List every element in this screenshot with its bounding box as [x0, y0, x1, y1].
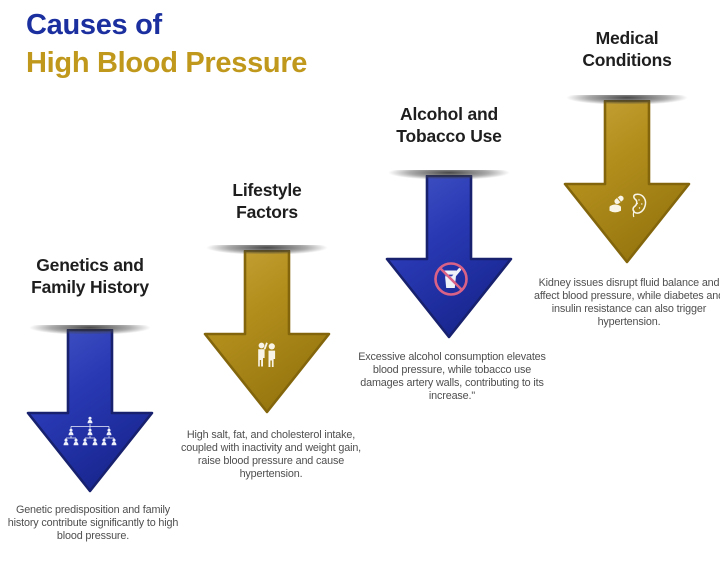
column-heading-genetics: Genetics and Family History — [0, 254, 180, 298]
arrow-top-shadow — [14, 325, 166, 334]
heading-line: Conditions — [582, 50, 672, 70]
no-alcohol-icon — [434, 262, 468, 296]
column-heading-alcohol-tobacco: Alcohol and Tobacco Use — [373, 103, 525, 147]
column-description-genetics: Genetic predisposition and family histor… — [7, 504, 179, 542]
down-arrow-lifestyle — [203, 250, 331, 414]
heading-line: Tobacco Use — [396, 126, 502, 146]
heading-line: Lifestyle — [232, 180, 302, 200]
column-heading-medical: Medical Conditions — [551, 27, 703, 71]
down-arrow-medical — [563, 100, 691, 264]
column-description-alcohol-tobacco: Excessive alcohol consumption elevates b… — [358, 351, 546, 402]
two-people-icon — [258, 342, 276, 367]
family-tree-icon — [63, 416, 117, 446]
down-arrow-genetics — [26, 329, 154, 493]
page-title-line1: Causes of — [26, 9, 162, 41]
heading-line: Alcohol and — [400, 104, 498, 124]
arrow-top-shadow — [191, 245, 343, 254]
heading-line: Family History — [31, 277, 149, 297]
column-description-medical: Kidney issues disrupt fluid balance and … — [534, 277, 720, 328]
column-heading-lifestyle: Lifestyle Factors — [192, 179, 342, 223]
down-arrow-alcohol-tobacco — [385, 175, 513, 339]
heading-line: Medical — [595, 28, 659, 48]
arrow-top-shadow — [373, 170, 525, 179]
page-title: Causes of High Blood Pressure — [26, 6, 307, 82]
arrow-top-shadow — [551, 95, 703, 104]
page-title-line2: High Blood Pressure — [26, 47, 308, 79]
kidney-medicine-icon — [609, 193, 647, 218]
heading-line: Genetics and — [36, 255, 144, 275]
heading-line: Factors — [236, 202, 298, 222]
column-description-lifestyle: High salt, fat, and cholesterol intake, … — [180, 429, 362, 480]
